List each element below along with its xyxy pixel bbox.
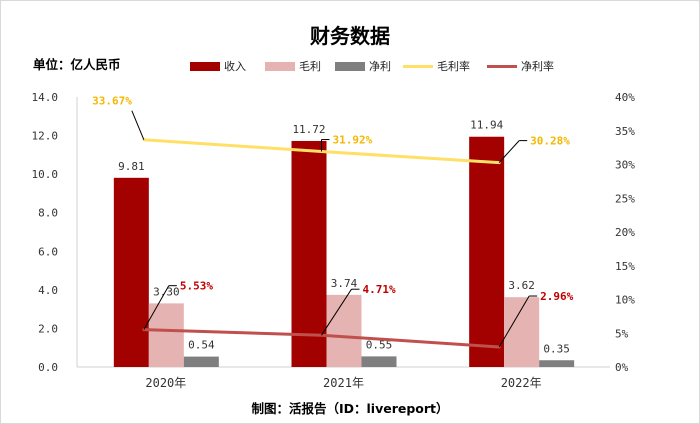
bar-data-label: 3.30 — [153, 285, 180, 298]
legend-label-gross-margin: 毛利率 — [437, 60, 470, 73]
leader-line-gross-margin — [131, 110, 145, 140]
leader-line-gross-margin — [498, 140, 520, 163]
left-axis-tick-label: 8.0 — [38, 207, 58, 220]
left-axis-tick-label: 0.0 — [38, 361, 58, 374]
chart-title: 财务数据 — [310, 24, 390, 48]
bar-data-label: 3.62 — [508, 279, 535, 292]
left-axis-tick-label: 2.0 — [38, 322, 58, 335]
legend-swatch-gross-margin — [403, 64, 433, 68]
bar-data-label: 3.74 — [331, 277, 358, 290]
right-axis-tick-label: 20% — [615, 226, 635, 239]
legend-item-gross-margin: 毛利率 — [403, 58, 470, 74]
left-axis-tick-label: 14.0 — [32, 91, 59, 104]
bar-data-label: 0.54 — [188, 339, 215, 352]
data-label-net-margin: 2.96% — [540, 290, 573, 303]
right-axis-tick-label: 10% — [615, 294, 635, 307]
data-label-gross-margin: 33.67% — [92, 95, 132, 108]
legend-item-revenue: 收入 — [190, 58, 246, 74]
legend-item-gross-profit: 毛利 — [265, 58, 321, 74]
bar-data-label: 0.35 — [543, 342, 570, 355]
legend-swatch-net-margin — [487, 64, 517, 68]
right-axis-tick-label: 35% — [615, 125, 635, 138]
bar-data-label: 9.81 — [118, 160, 145, 173]
unit-label: 单位：亿人民币 — [33, 57, 121, 72]
bar-data-label: 11.94 — [470, 119, 503, 132]
legend-label-net-profit: 净利 — [369, 60, 391, 73]
data-label-net-margin: 5.53% — [180, 280, 213, 293]
x-axis-tick-label: 2022年 — [501, 376, 542, 390]
legend-label-gross-profit: 毛利 — [299, 60, 321, 73]
right-axis-tick-label: 30% — [615, 159, 635, 172]
right-axis-tick-label: 15% — [615, 260, 635, 273]
bar-data-label: 11.72 — [292, 123, 325, 136]
data-label-gross-margin: 30.28% — [530, 135, 570, 148]
bar-net-profit — [361, 356, 397, 367]
legend-item-net-margin: 净利率 — [487, 58, 554, 74]
leader-line-net-margin — [498, 295, 530, 348]
x-axis-tick-label: 2020年 — [145, 376, 186, 390]
legend-label-net-margin: 净利率 — [521, 60, 554, 73]
right-axis-tick-label: 5% — [615, 327, 629, 340]
bar-gross-profit — [326, 294, 362, 367]
bar-gross-profit — [148, 303, 184, 367]
legend-swatch-revenue — [190, 61, 220, 71]
leader-line-net-margin — [143, 285, 170, 330]
right-axis-tick-label: 0% — [615, 361, 629, 374]
leader-line-net-margin — [321, 288, 352, 336]
left-axis-tick-label: 12.0 — [32, 130, 59, 143]
left-axis-tick-label: 6.0 — [38, 245, 58, 258]
legend-item-net-profit: 净利 — [335, 58, 391, 74]
x-axis-tick-label: 2021年 — [323, 376, 364, 390]
right-axis-tick-label: 40% — [615, 91, 635, 104]
legend-swatch-gross-profit — [265, 61, 295, 71]
data-label-net-margin: 4.71% — [363, 283, 396, 296]
chart-footer: 制图：活报告（ID：livereport） — [251, 401, 449, 416]
data-label-gross-margin: 31.92% — [333, 134, 373, 147]
bar-net-profit — [539, 360, 575, 367]
bar-data-label: 0.55 — [366, 338, 393, 351]
bar-revenue — [113, 177, 149, 367]
left-axis-tick-label: 4.0 — [38, 284, 58, 297]
bar-revenue — [469, 136, 505, 367]
bar-net-profit — [183, 356, 219, 367]
right-axis-tick-label: 25% — [615, 192, 635, 205]
legend-label-revenue: 收入 — [224, 60, 246, 73]
bar-gross-profit — [504, 297, 540, 367]
legend-swatch-net-profit — [335, 61, 365, 71]
bar-revenue — [291, 140, 327, 367]
left-axis-tick-label: 10.0 — [32, 168, 59, 181]
